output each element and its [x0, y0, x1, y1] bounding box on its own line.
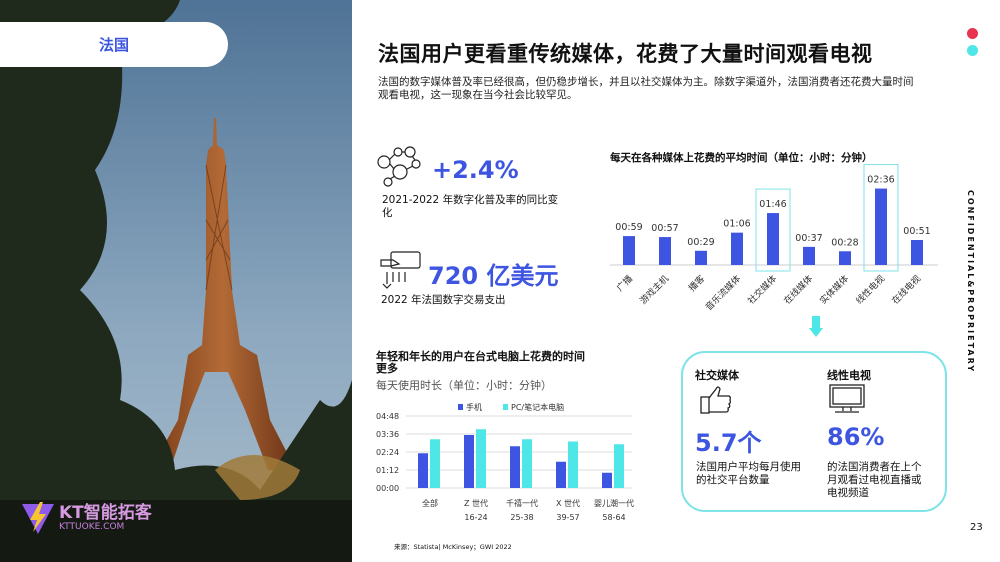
digital-growth-value: +2.4%: [432, 156, 519, 184]
bar: [839, 251, 851, 265]
highlight-box: [755, 188, 791, 272]
legend-swatch: [458, 404, 463, 410]
tv-heading: 线性电视: [827, 369, 871, 382]
tv-label: 的法国消费者在上个月观看过电视直播或电视频道: [827, 461, 922, 499]
bar: [767, 213, 779, 265]
bar: [556, 461, 566, 488]
category-label: 线性电视: [853, 273, 887, 307]
red-dot-icon: [967, 28, 978, 39]
y-tick-label: 03:36: [376, 430, 399, 439]
legend-swatch: [503, 404, 508, 410]
category-label: 在线媒体: [781, 273, 815, 307]
digital-growth-label: 2021-2022 年数字化普及率的同比变化: [382, 194, 559, 219]
device-chart-subtitle: 每天使用时长（单位：小时：分钟）: [376, 379, 552, 392]
category-sublabel: 58-64: [602, 513, 625, 522]
bar: [911, 240, 923, 265]
category-label: 千禧一代: [506, 498, 538, 508]
social-heading: 社交媒体: [695, 369, 739, 382]
bar: [875, 188, 887, 265]
category-label: 实体媒体: [817, 273, 851, 307]
category-label: 播客: [686, 273, 707, 294]
legend-label: PC/笔记本电脑: [511, 402, 564, 412]
social-label: 法国用户平均每月使用的社交平台数量: [696, 461, 801, 486]
bar: [464, 435, 474, 488]
media-chart-title: 每天在各种媒体上花费的平均时间（单位：小时：分钟）: [610, 152, 873, 164]
bar: [522, 439, 532, 488]
transaction-label: 2022 年法国数字交易支出: [381, 294, 506, 306]
bar: [623, 236, 635, 265]
y-tick-label: 00:00: [376, 484, 399, 493]
data-label: 02:36: [867, 175, 894, 186]
cyan-dot-icon: [967, 45, 978, 56]
data-label: 00:59: [615, 222, 642, 233]
bar: [430, 439, 440, 488]
data-label: 00:28: [831, 237, 858, 248]
bar: [476, 429, 486, 488]
bar: [568, 441, 578, 488]
category-label: 游戏主机: [637, 273, 671, 307]
bar: [602, 472, 612, 488]
category-sublabel: 39-57: [556, 513, 579, 522]
bar: [418, 453, 428, 488]
category-sublabel: 16-24: [464, 513, 487, 522]
eiffel-tower-photo: [0, 0, 352, 562]
category-label: 婴儿潮一代: [594, 498, 634, 508]
y-tick-label: 04:48: [376, 412, 399, 421]
category-label: 广播: [614, 273, 635, 294]
confidential-label: CONFIDENTIAL&PROPRIETARY: [966, 190, 975, 374]
logo: KT智能拓客 KTTUOKE.COM: [20, 500, 152, 536]
lightning-logo-icon: [22, 502, 54, 534]
bar: [614, 444, 624, 488]
page-description: 法国的数字媒体普及率已经很高，但仍稳步增长，并且以社交媒体为主。除数字渠道外，法…: [378, 76, 914, 101]
y-tick-label: 02:24: [376, 448, 399, 457]
source-note: 来源：Statista| McKinsey；GWI 2022: [394, 543, 512, 551]
thumbs-up-icon: [700, 386, 731, 414]
bar: [803, 246, 815, 265]
category-label: X 世代: [556, 498, 580, 508]
card-payment-icon: [379, 250, 421, 294]
category-label: 全部: [422, 498, 438, 508]
network-users-icon: [376, 146, 422, 192]
bar: [659, 237, 671, 265]
highlight-box: [863, 164, 899, 272]
data-label: 00:51: [903, 226, 930, 237]
media-time-chart: 00:59 广播 00:57 游戏主机 00:29 播客 01:06 音乐流媒体 01:46 社交…: [610, 164, 938, 313]
country-tag: 法国: [0, 22, 228, 67]
bar: [695, 250, 707, 265]
y-tick-label: 01:12: [376, 466, 399, 475]
data-label: 00:57: [651, 223, 678, 234]
social-value: 5.7个: [695, 429, 762, 457]
category-label: 在线电视: [889, 273, 923, 307]
device-chart-title: 年轻和年长的用户在台式电脑上花费的时间更多: [376, 350, 585, 375]
category-sublabel: 25-38: [510, 513, 533, 522]
data-label: 00:29: [687, 237, 714, 248]
monitor-icon: [829, 384, 865, 413]
arrow-down-icon: [809, 316, 823, 337]
tv-value: 86%: [827, 423, 885, 451]
category-label: 社交媒体: [745, 273, 779, 307]
legend-label: 手机: [466, 402, 482, 412]
page-title: 法国用户更看重传统媒体，花费了大量时间观看电视: [378, 42, 873, 66]
category-label: Z 世代: [464, 498, 488, 508]
data-label: 01:06: [723, 219, 750, 230]
data-label: 00:37: [795, 233, 822, 244]
highlight-card: [681, 351, 947, 512]
data-label: 01:46: [759, 199, 786, 210]
category-label: 音乐流媒体: [703, 273, 743, 313]
bar: [731, 232, 743, 265]
bar: [510, 446, 520, 488]
page-number: 23: [970, 522, 983, 533]
transaction-value: 720 亿美元: [428, 262, 559, 290]
